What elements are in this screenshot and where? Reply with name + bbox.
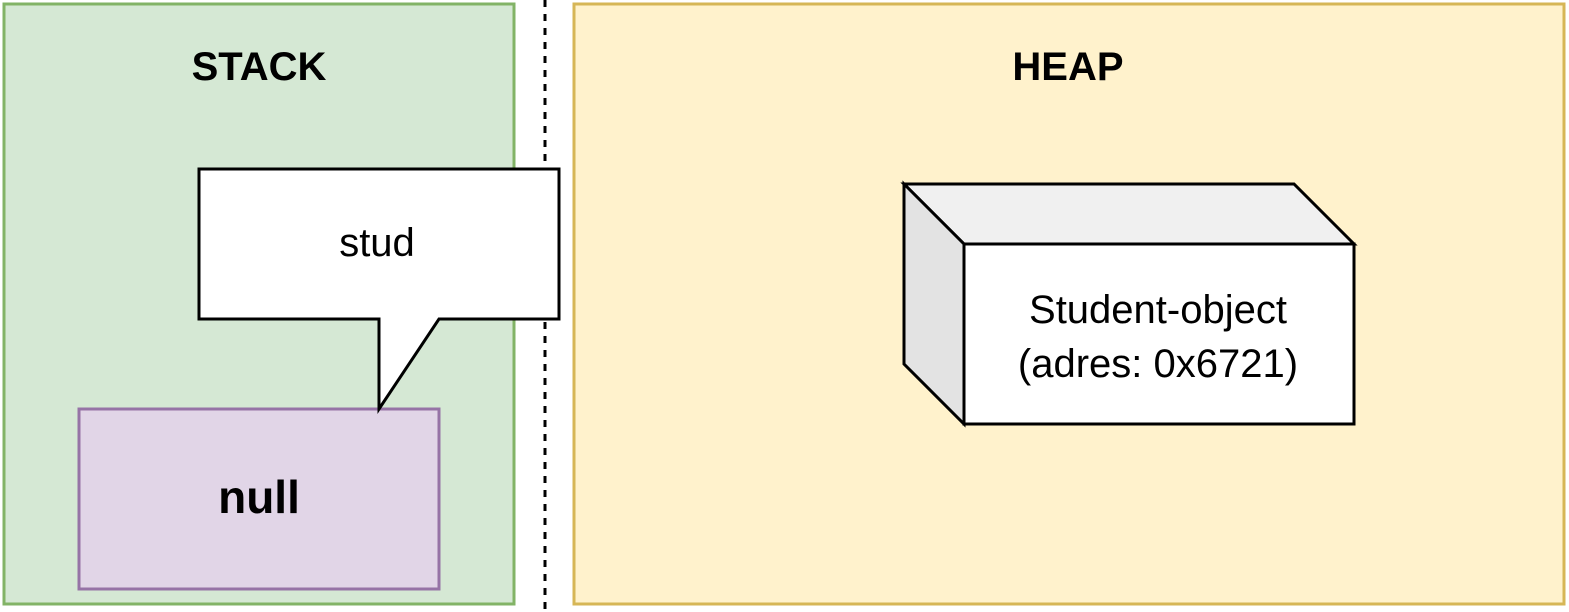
null-value-cell — [77, 407, 441, 591]
variable-value-box: null — [77, 407, 441, 591]
heap-object-box: Student-object (adres: 0x6721) — [900, 180, 1358, 428]
heap-object-top-face — [900, 182, 1358, 246]
heap-object-front-face — [962, 242, 1356, 426]
stack-title: STACK — [192, 45, 327, 89]
heap-object-label-line1: Student-object — [1029, 288, 1287, 332]
callout-shape — [197, 167, 561, 414]
variable-name-label: stud — [339, 221, 415, 265]
variable-name-callout: stud — [197, 167, 561, 414]
variable-value-label: null — [218, 471, 300, 523]
heap-title: HEAP — [1012, 45, 1123, 89]
heap-object-label-line2: (adres: 0x6721) — [1018, 342, 1298, 386]
